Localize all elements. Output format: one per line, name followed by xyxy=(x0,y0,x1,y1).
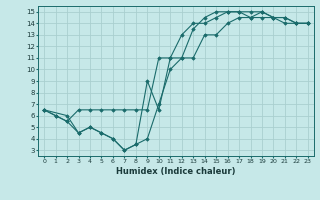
X-axis label: Humidex (Indice chaleur): Humidex (Indice chaleur) xyxy=(116,167,236,176)
